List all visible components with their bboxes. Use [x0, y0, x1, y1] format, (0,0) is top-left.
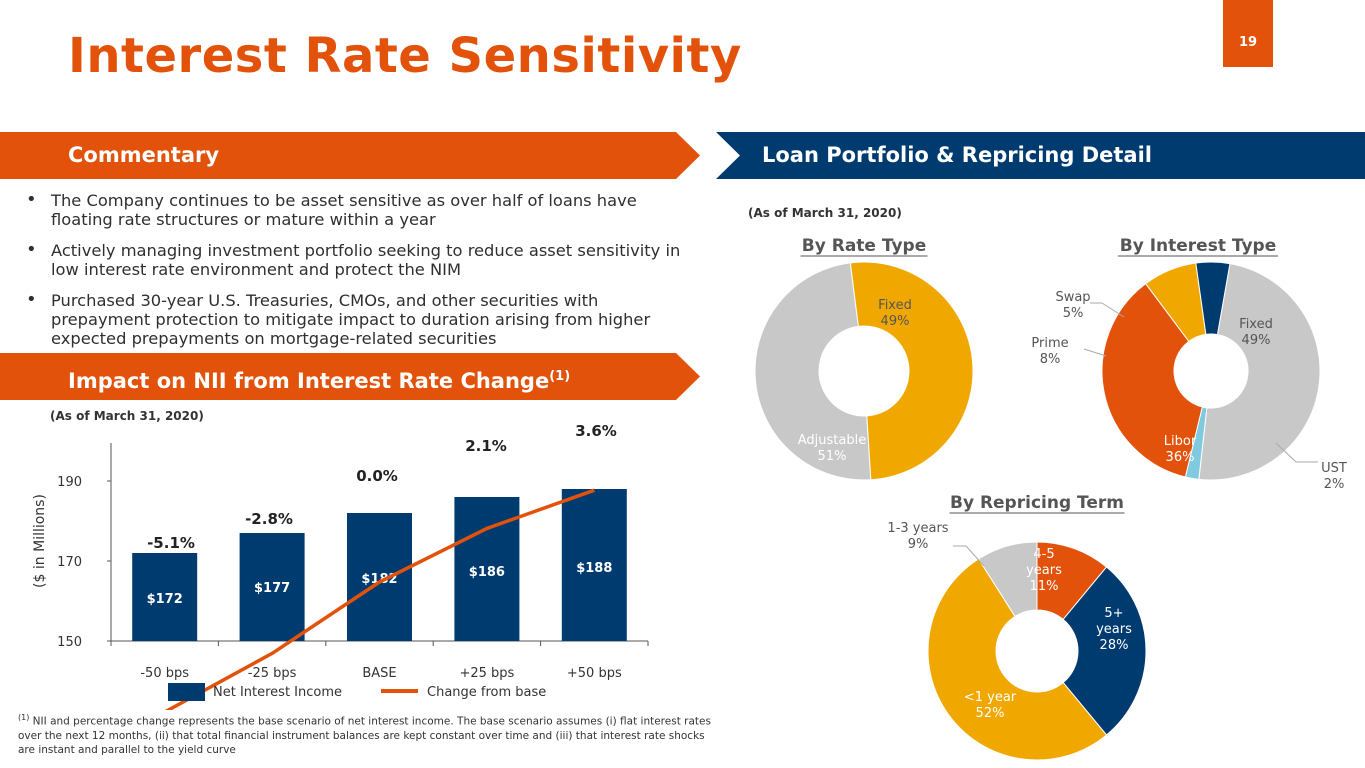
impact-title: Impact on NII from Interest Rate Change — [68, 369, 550, 393]
line-point-label: 2.1% — [465, 437, 507, 455]
interest-type-label-ust: UST — [1321, 461, 1347, 476]
nii-chart: 150 170 190 ($ in Millions) $172 -50 bps $177 -… — [32, 422, 649, 710]
bar-value-label: $188 — [576, 561, 612, 576]
y-tick-label: 190 — [57, 475, 82, 490]
legend-bar-swatch — [168, 683, 205, 701]
line-point-label: 3.6% — [575, 422, 617, 440]
change-from-base-line — [164, 488, 595, 710]
footnote-marker: (1) — [18, 713, 30, 722]
interest-type-label-swap: 5% — [1063, 306, 1084, 321]
page-number: 19 — [1223, 0, 1273, 67]
slice-fixed — [754, 262, 872, 481]
y-tick-label: 150 — [57, 635, 82, 650]
interest-type-label-prime: Prime — [1031, 336, 1068, 351]
bar-value-label: $186 — [469, 565, 505, 580]
slice-1-3-years — [977, 541, 1038, 618]
rate-type-label-fixed: Fixed — [878, 298, 912, 313]
slice-swap — [1195, 261, 1231, 336]
interest-type-label-prime: 8% — [1040, 352, 1061, 367]
line-point-label: -5.1% — [147, 534, 195, 552]
repricing-label-under-1-year: <1 year — [964, 690, 1017, 705]
bullet-item: • Actively managing investment portfolio … — [26, 239, 686, 279]
bullet-dot-icon: • — [26, 289, 37, 310]
prime-leader-line — [1083, 348, 1107, 357]
footnote: (1) NII and percentage change represents… — [18, 711, 718, 757]
ust-leader-line — [1275, 442, 1318, 463]
repricing-label-4-5-years: 11% — [1030, 579, 1059, 594]
slice-adjustable — [849, 261, 974, 481]
loan-as-of: (As of March 31, 2020) — [748, 206, 902, 220]
y-tick-label: 170 — [57, 555, 82, 570]
slice-fixed — [1198, 263, 1321, 481]
slice--1-year — [927, 558, 1108, 761]
interest-type-title: By Interest Type — [1120, 236, 1276, 256]
interest-type-label-fixed: Fixed — [1239, 317, 1273, 332]
impact-banner: Impact on NII from Interest Rate Change(… — [0, 353, 700, 400]
line-point-label: 0.0% — [356, 467, 398, 485]
nii-chart-marks: 150 170 190 ($ in Millions) $172 -50 bps $177 -… — [32, 422, 649, 710]
impact-title-footnote-marker: (1) — [549, 369, 571, 384]
swap-leader-line — [1090, 302, 1125, 318]
rate-type-label-adjustable: Adjustable — [798, 433, 866, 448]
bullet-dot-icon: • — [26, 189, 37, 210]
interest-type-label-swap: Swap — [1055, 290, 1090, 305]
footnote-text: NII and percentage change represents the… — [18, 715, 711, 756]
x-tick-label: +25 bps — [459, 666, 514, 681]
x-tick-label: -25 bps — [248, 666, 297, 681]
loan-portfolio-banner: Loan Portfolio & Repricing Detail — [716, 132, 1365, 179]
bar-value-label: $177 — [254, 581, 290, 596]
bullet-item: • The Company continues to be asset sensi… — [26, 189, 686, 229]
slice-5-years — [1062, 566, 1147, 736]
y-axis-title: ($ in Millions) — [32, 494, 48, 588]
rate-type-label-adjustable: 51% — [818, 449, 847, 464]
bullet-text: Purchased 30-year U.S. Treasuries, CMOs,… — [51, 291, 651, 348]
repricing-label-5-plus-years: 28% — [1100, 638, 1129, 653]
legend-change-from-base: Change from base — [427, 685, 546, 700]
commentary-banner: Commentary — [0, 132, 700, 179]
repricing-label-5-plus-years: 5+ — [1104, 606, 1123, 621]
slice-libor — [1101, 283, 1203, 478]
x-tick-label: -50 bps — [140, 666, 189, 681]
bar--25 bps — [239, 533, 305, 641]
one-to-three-leader-line — [953, 545, 985, 567]
repricing-label-under-1-year: 52% — [976, 706, 1005, 721]
repricing-label-1-3-years: 1-3 years — [887, 521, 948, 536]
line-point-label: -2.8% — [245, 510, 293, 528]
commentary-bullets: • The Company continues to be asset sensi… — [26, 189, 686, 360]
x-tick-label: BASE — [362, 666, 396, 681]
repricing-label-4-5-years: 4-5 — [1033, 547, 1054, 562]
rate-type-title: By Rate Type — [802, 236, 926, 256]
interest-type-label-fixed: 49% — [1242, 333, 1271, 348]
rate-type-label-fixed: 49% — [881, 314, 910, 329]
repricing-label-1-3-years: 9% — [908, 537, 929, 552]
interest-type-label-ust: 2% — [1324, 477, 1345, 492]
bar-+50 bps — [561, 489, 627, 641]
bullet-dot-icon: • — [26, 239, 37, 260]
repricing-label-5-plus-years: years — [1096, 622, 1132, 637]
interest-type-label-libor: Libor — [1164, 434, 1197, 449]
bar-BASE — [347, 513, 412, 641]
bullet-item: • Purchased 30-year U.S. Treasuries, CMOs… — [26, 289, 686, 348]
repricing-term-title: By Repricing Term — [950, 493, 1124, 513]
bullet-text: The Company continues to be asset sensit… — [51, 191, 637, 229]
interest-type-label-libor: 36% — [1166, 450, 1195, 465]
repricing-label-4-5-years: years — [1026, 563, 1062, 578]
legend-net-interest-income: Net Interest Income — [213, 685, 342, 700]
bar--50 bps — [132, 553, 198, 641]
x-tick-label: +50 bps — [567, 666, 622, 681]
impact-as-of: (As of March 31, 2020) — [50, 409, 204, 423]
bar-value-label: $172 — [147, 592, 183, 607]
page-title: Interest Rate Sensitivity — [68, 28, 742, 84]
bullet-text: Actively managing investment portfolio s… — [51, 241, 681, 279]
